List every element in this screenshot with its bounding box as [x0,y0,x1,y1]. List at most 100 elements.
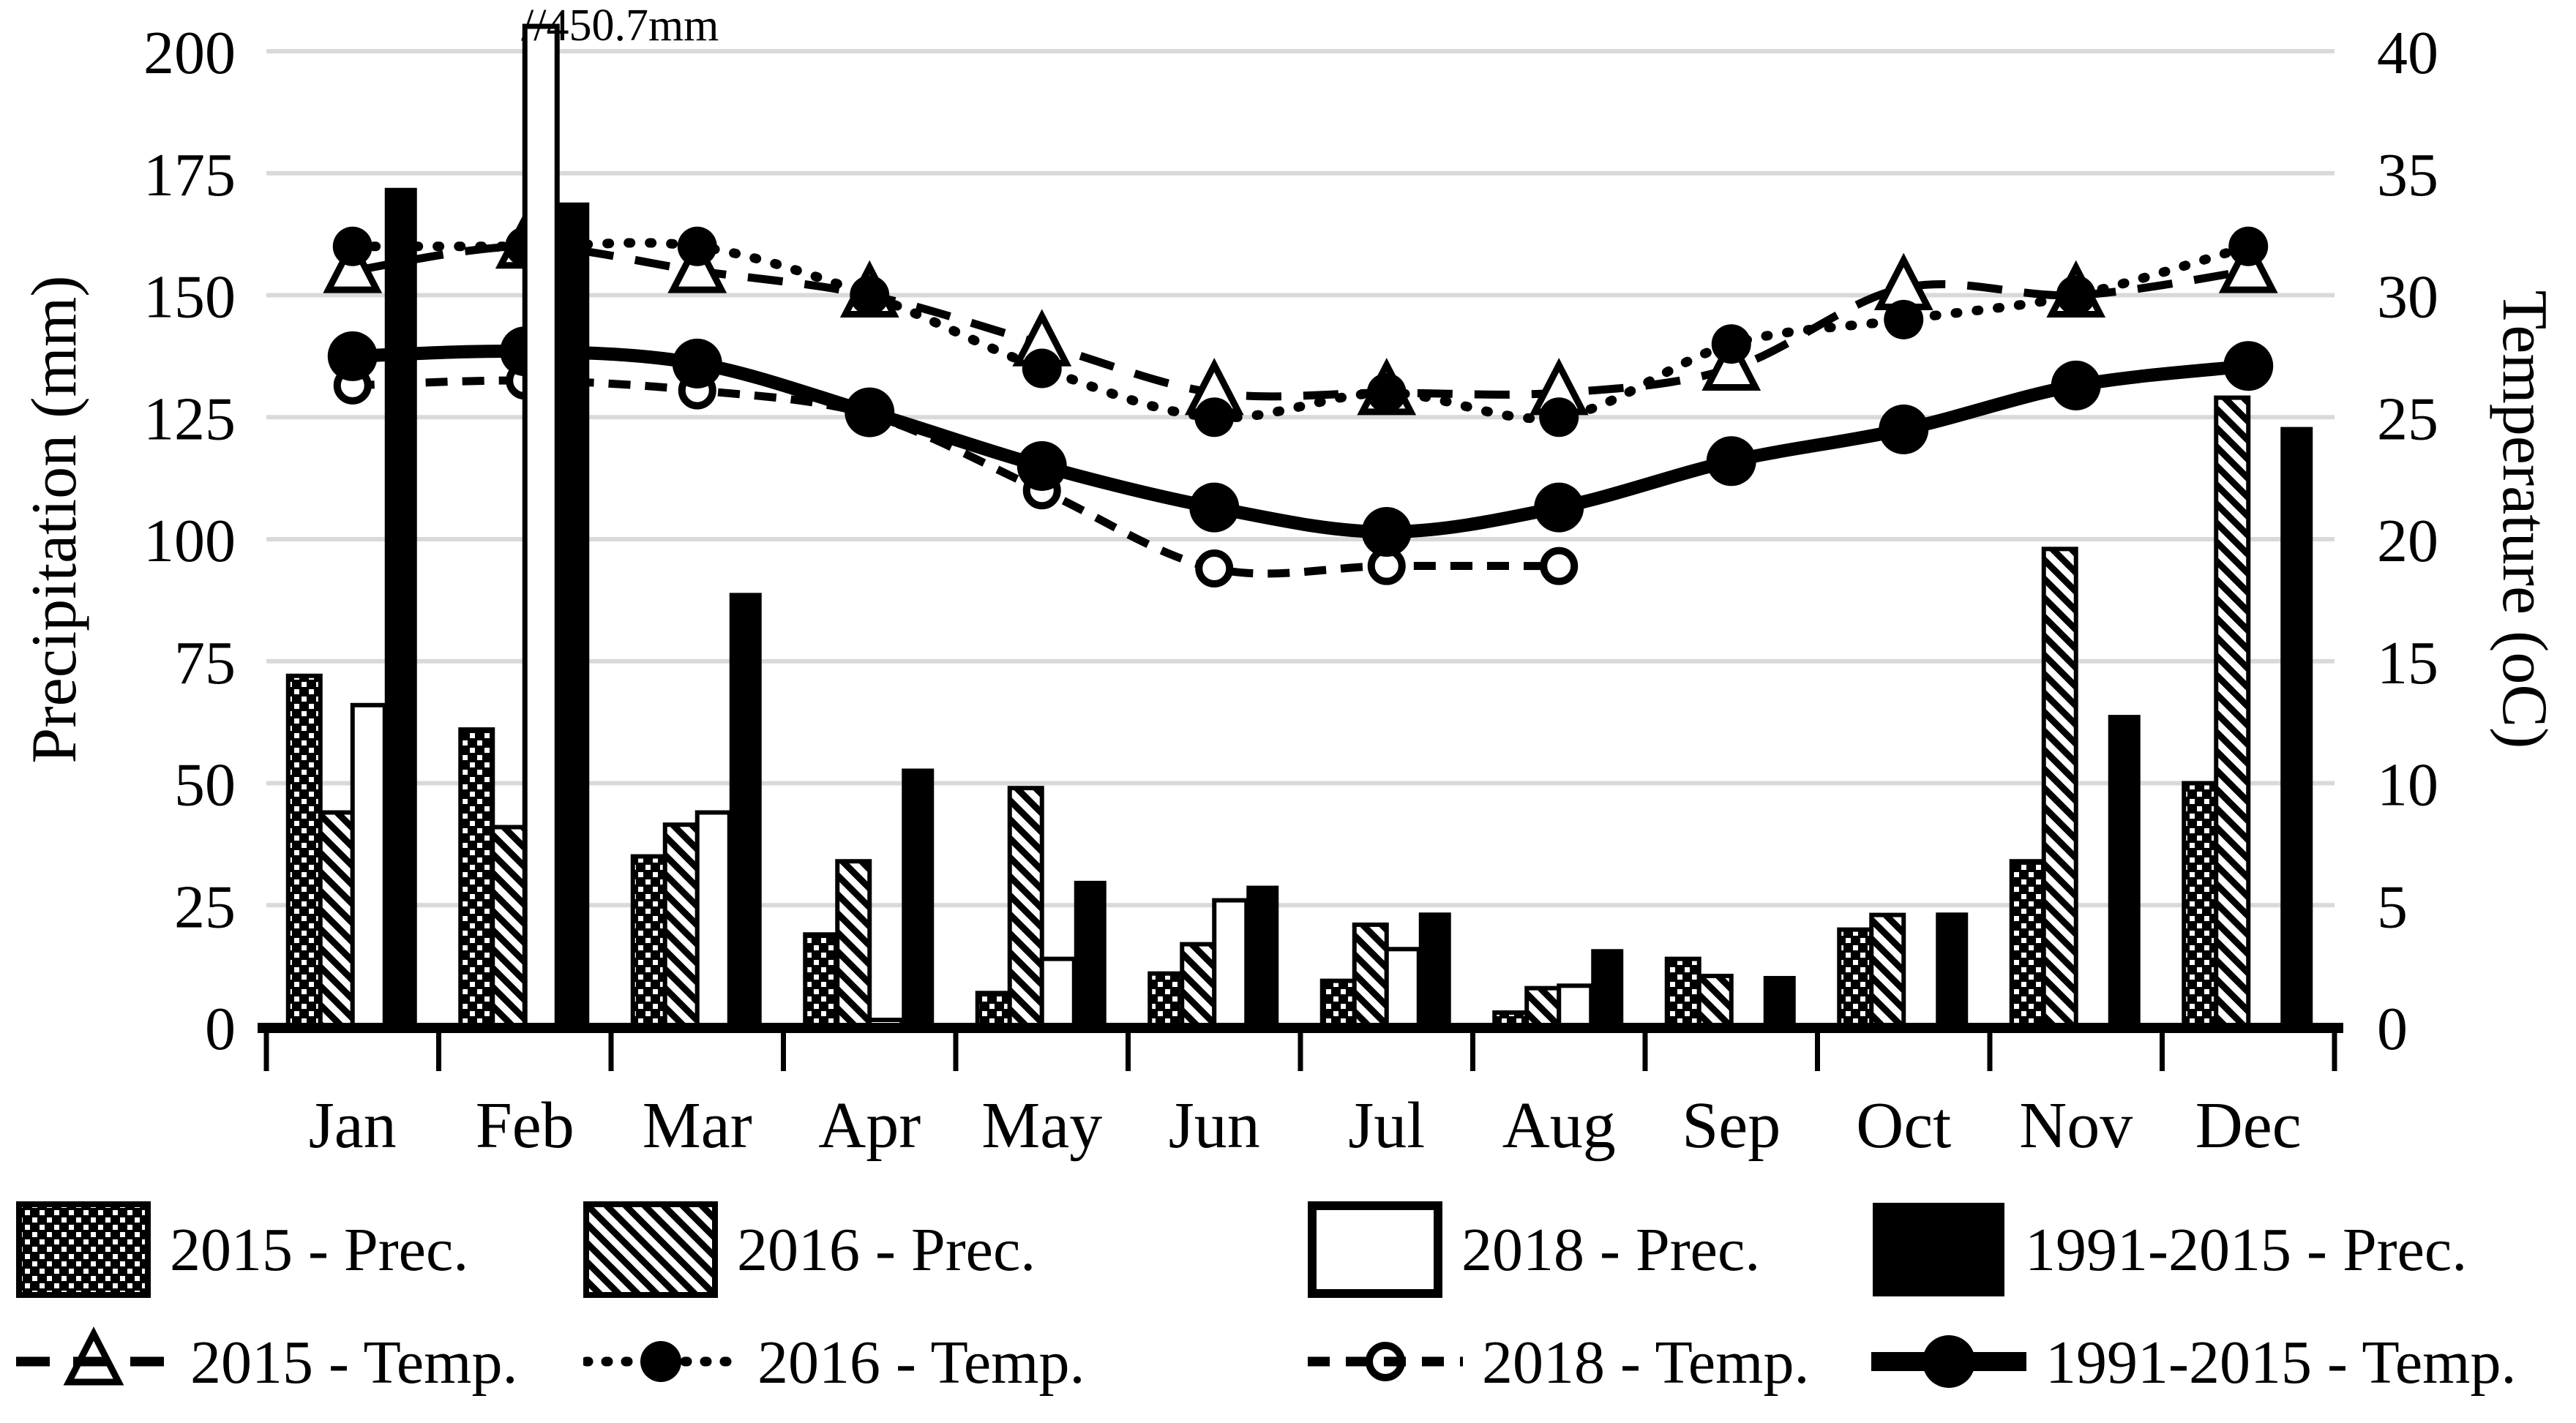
sample-2016-temp-icon [583,1341,738,1382]
x-axis-tick [2160,1027,2165,1071]
legend-label: 2018 - Prec. [1461,1215,1761,1284]
x-axis-tick [608,1027,614,1071]
bar-1991-2015 - Prec.-Apr [902,768,935,1027]
x-axis-tick [1987,1027,1993,1071]
swatch-2015-prec-icon [16,1201,151,1298]
bar-1991-2015 - Prec.-Oct [1936,912,1969,1027]
left-tick-125: 125 [143,385,236,453]
bar-2015 - Prec.-Feb [458,727,495,1029]
bar-1991-2015 - Prec.-Jan [384,187,417,1027]
right-tick-0: 0 [2377,995,2408,1063]
month-label-Dec: Dec [2195,1089,2302,1162]
bar-2015 - Prec.-Jan [285,673,323,1029]
marker-2016 - Temp.-Apr [850,275,890,315]
right-tick-15: 15 [2377,629,2438,697]
bar-2016 - Prec.-Dec [2214,395,2251,1029]
bar-1991-2015 - Prec.-Nov [2108,715,2141,1027]
legend-item-2015-prec: 2015 - Prec. [16,1198,468,1301]
bar-2015 - Prec.-May [975,991,1012,1030]
offscale-bar-overlay [522,23,560,1030]
legend-item-2016-temp: 2016 - Temp. [583,1311,1085,1413]
bar-2018 - Prec.-May [1039,956,1077,1029]
marker-2015 - Temp.-Dec [2218,236,2278,293]
bar-1991-2015 - Prec.-May [1074,880,1107,1027]
month-label-Feb: Feb [476,1089,574,1162]
bar-1991-2015 - Prec.-Sep [1763,975,1796,1027]
bar-2018 - Prec.-Jan [350,702,387,1030]
marker-1991-2015 - Temp.-Jun [1189,482,1240,533]
month-label-Sep: Sep [1682,1089,1781,1162]
bar-1991-2015 - Prec.-Dec [2280,427,2313,1027]
bar-2018 - Prec.-Aug [1557,983,1594,1030]
legend-item-2016-prec: 2016 - Prec. [583,1198,1036,1301]
bar-2016 - Prec.-Sep [1696,973,1734,1029]
legend-label: 2015 - Temp. [190,1328,518,1397]
legend-item-1991-2015-temp: 1991-2015 - Temp. [1871,1311,2517,1413]
month-label-Jun: Jun [1169,1089,1260,1162]
bar-1991-2015 - Prec.-Jul [1418,912,1451,1027]
right-axis-title: Temperature (oC) [2489,290,2560,749]
sample-2015-temp-icon [16,1326,171,1386]
x-axis-tick [1642,1027,1648,1071]
legend-label: 2018 - Temp. [1482,1328,1810,1397]
temperature-lines [348,238,2253,578]
x-axis-tick [1815,1027,1820,1071]
marker-1991-2015 - Temp.-Oct [1879,404,1929,454]
marker-2016 - Temp.-Aug [1539,397,1579,438]
month-label-Apr: Apr [818,1089,921,1162]
bar-2016 - Prec.-Jul [1352,922,1389,1030]
sample-2018-temp-icon [1308,1342,1463,1381]
x-axis-tick [1298,1027,1303,1071]
legend-item-2015-temp: 2015 - Temp. [16,1311,518,1413]
gridlines [266,49,2334,908]
bar-1991-2015 - Prec.-Aug [1591,949,1624,1027]
legend-label: 1991-2015 - Temp. [2045,1328,2517,1397]
marker-2016 - Temp.-Jan [332,226,372,266]
x-axis [258,1023,2343,1071]
month-label-May: May [981,1089,1102,1162]
swatch-2016-prec-icon [583,1201,718,1298]
bar-2016 - Prec.-Mar [662,822,700,1029]
marker-1991-2015 - Temp.-Dec [2223,341,2274,391]
bar-2016 - Prec.-Oct [1869,912,1906,1029]
bar-2018 - Prec.-Jun [1212,898,1249,1029]
left-tick-50: 50 [174,751,236,819]
month-label-Nov: Nov [2019,1089,2133,1162]
right-tick-30: 30 [2377,263,2438,331]
bar-1991-2015 - Prec.-Mar [729,593,762,1027]
bar-offscale-2018 - Prec.-Feb [522,23,560,1030]
marker-2018 - Temp.-Jun [1195,549,1234,588]
right-tick-10: 10 [2377,751,2438,819]
bar-2016 - Prec.-Jun [1180,942,1217,1029]
right-tick-5: 5 [2377,873,2408,941]
legend-label: 2016 - Temp. [757,1328,1085,1397]
marker-1991-2015 - Temp.-Jul [1361,506,1412,557]
temperature-markers [323,211,2278,588]
marker-2016 - Temp.-Jun [1194,397,1235,438]
month-label-Aug: Aug [1502,1089,1616,1162]
left-tick-200: 200 [143,19,236,87]
right-tick-40: 40 [2377,19,2438,87]
bar-2015 - Prec.-Mar [630,854,667,1030]
bar-2015 - Prec.-Apr [803,932,840,1030]
legend-label: 1991-2015 - Prec. [2025,1215,2468,1284]
marker-1991-2015 - Temp.-Aug [1534,482,1584,533]
x-axis-tick [263,1027,269,1071]
x-axis-tick [1470,1027,1475,1071]
x-axis-tick [1126,1027,1131,1071]
bar-2015 - Prec.-Oct [1837,927,1874,1029]
marker-2016 - Temp.-Mar [677,226,717,266]
month-label-Jan: Jan [309,1089,397,1162]
left-tick-75: 75 [174,629,236,697]
x-axis-tick [953,1027,959,1071]
marker-2016 - Temp.-May [1022,348,1062,388]
marker-1991-2015 - Temp.-May [1016,440,1067,491]
marker-1991-2015 - Temp.-Apr [845,387,895,438]
precipitation-bars [285,187,2313,1030]
legend-label: 2016 - Prec. [737,1215,1036,1284]
left-tick-25: 25 [174,873,236,941]
marker-2015 - Temp.-Sep [1701,333,1761,391]
right-tick-25: 25 [2377,385,2438,453]
bar-2015 - Prec.-Dec [2182,781,2219,1029]
